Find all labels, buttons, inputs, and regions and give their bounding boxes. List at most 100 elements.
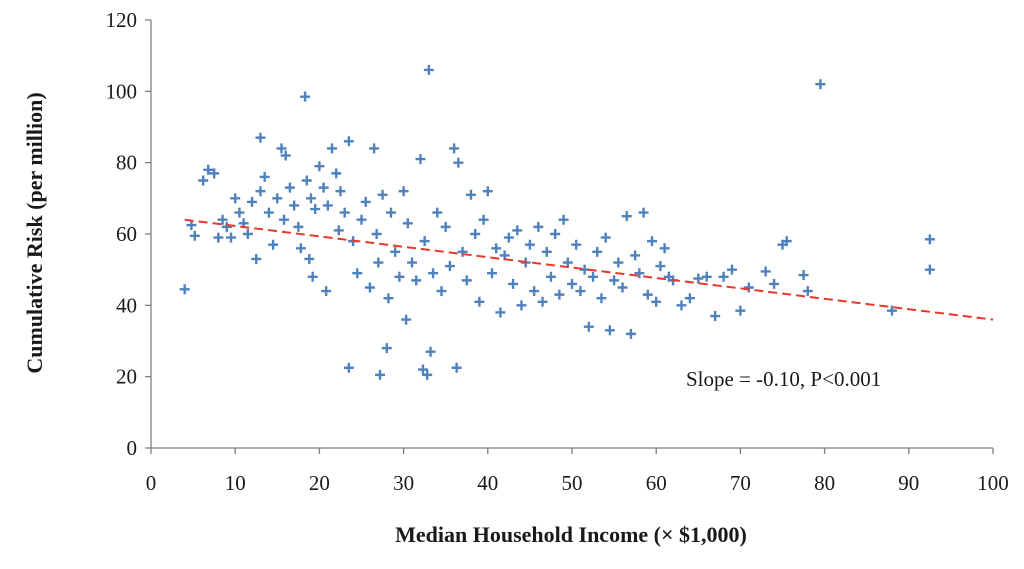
data-point <box>451 362 462 373</box>
data-point <box>272 193 283 204</box>
data-point <box>259 171 270 182</box>
data-point <box>487 268 498 279</box>
data-point <box>718 271 729 282</box>
x-tick-label: 10 <box>225 471 246 495</box>
data-point <box>369 143 380 154</box>
data-point <box>209 168 220 179</box>
data-point <box>436 286 447 297</box>
data-point <box>217 214 228 225</box>
data-point <box>352 268 363 279</box>
data-point <box>293 221 304 232</box>
data-point <box>503 232 514 243</box>
data-point <box>327 143 338 154</box>
data-point <box>318 182 329 193</box>
y-tick-label: 40 <box>116 293 137 317</box>
y-tick-label: 0 <box>127 436 138 460</box>
data-point <box>371 229 382 239</box>
data-point <box>186 220 197 231</box>
data-point <box>407 257 418 268</box>
data-point <box>609 275 620 286</box>
data-point <box>411 275 422 286</box>
data-point <box>333 225 344 236</box>
data-point <box>596 293 607 304</box>
data-point <box>634 268 645 279</box>
data-point <box>886 305 897 316</box>
data-point <box>470 229 481 239</box>
data-point <box>571 239 582 250</box>
data-point <box>524 239 535 250</box>
data-point <box>331 168 342 179</box>
data-point <box>798 270 809 281</box>
data-point <box>383 293 394 304</box>
data-point <box>558 214 569 225</box>
data-point <box>289 200 300 211</box>
data-points <box>179 64 935 380</box>
data-point <box>203 164 214 175</box>
data-point <box>364 282 375 293</box>
data-point <box>402 218 413 229</box>
x-tick-label: 70 <box>730 471 751 495</box>
data-point <box>545 271 556 282</box>
data-point <box>684 293 695 304</box>
data-point <box>512 225 523 236</box>
data-point <box>651 296 662 307</box>
y-tick-label: 120 <box>106 8 138 32</box>
data-point <box>638 207 649 218</box>
data-point <box>343 136 354 147</box>
data-point <box>179 284 190 295</box>
data-point <box>300 91 311 102</box>
data-point <box>621 211 632 222</box>
data-point <box>247 196 258 207</box>
data-point <box>198 175 209 186</box>
data-point <box>322 200 333 211</box>
data-point <box>465 189 476 200</box>
data-point <box>339 207 350 218</box>
data-point <box>415 154 426 165</box>
data-point <box>284 182 295 193</box>
data-point <box>646 236 657 247</box>
data-point <box>630 250 641 261</box>
data-point <box>444 261 455 272</box>
data-point <box>537 296 548 307</box>
data-point <box>432 207 443 218</box>
data-point <box>375 369 386 380</box>
data-point <box>567 278 577 289</box>
data-point <box>642 289 653 300</box>
data-point <box>390 246 401 257</box>
data-point <box>440 221 451 232</box>
data-point <box>617 282 628 293</box>
data-point <box>474 296 485 307</box>
data-point <box>529 286 540 297</box>
data-point <box>562 257 573 268</box>
data-point <box>230 193 241 204</box>
data-point <box>394 271 405 282</box>
data-point <box>592 246 603 257</box>
y-tick-label: 100 <box>106 79 138 103</box>
data-point <box>335 186 346 197</box>
x-tick-label: 90 <box>898 471 919 495</box>
data-point <box>924 234 935 245</box>
tick-labels: 0 20 40 60 80 100 120 0 10 20 30 40 50 60 70 80 90 100 <box>106 8 1009 495</box>
data-point <box>735 305 746 316</box>
x-tick-label: 0 <box>146 471 157 495</box>
data-point <box>268 239 279 250</box>
data-point <box>381 343 392 354</box>
x-tick-label: 30 <box>393 471 414 495</box>
data-point <box>508 278 519 289</box>
x-axis-title: Median Household Income (× $1,000) <box>395 522 747 547</box>
data-point <box>189 230 200 241</box>
data-point <box>255 132 266 143</box>
data-point <box>425 346 436 357</box>
slope-annotation: Slope = -0.10, P<0.001 <box>686 367 881 391</box>
data-point <box>279 214 290 225</box>
data-point <box>604 325 615 336</box>
data-point <box>693 273 704 284</box>
data-point <box>377 189 388 200</box>
data-point <box>613 257 624 268</box>
data-point <box>280 150 291 161</box>
data-point <box>360 196 371 207</box>
data-point <box>701 271 712 282</box>
data-point <box>541 246 552 257</box>
data-point <box>924 264 935 275</box>
data-point <box>310 204 321 215</box>
